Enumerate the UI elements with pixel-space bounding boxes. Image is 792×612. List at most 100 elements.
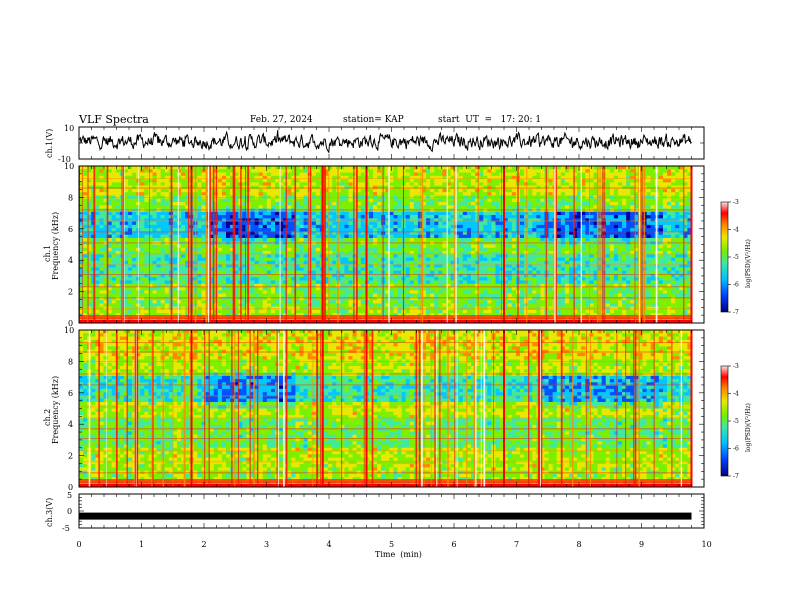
spectrogram-cell <box>128 306 133 311</box>
spectrogram-cell <box>123 201 129 206</box>
spectrogram-cell <box>279 182 284 186</box>
spectrogram-cell <box>446 264 451 268</box>
spectrogram-cell <box>340 303 345 307</box>
spectrogram-cell <box>352 169 357 173</box>
spectrogram-cell <box>287 218 292 222</box>
spectrogram-cell <box>348 300 353 304</box>
spectrogram-cell <box>148 273 153 278</box>
spectrogram-cell <box>160 267 166 271</box>
spectrogram-cell <box>413 192 419 196</box>
spectrogram-cell <box>291 283 296 288</box>
spectrogram-cell <box>348 254 353 258</box>
spectrogram-cell <box>397 257 402 262</box>
spectrogram-cell <box>79 254 84 258</box>
spectrogram-cell <box>103 309 108 314</box>
spectrogram-cell <box>242 182 247 186</box>
spectrogram-cell <box>123 228 129 232</box>
spectrogram-cell <box>136 296 141 301</box>
spectrogram-cell <box>266 313 272 317</box>
spectrogram-cell <box>217 198 223 203</box>
spectrogram-cell <box>446 192 451 196</box>
spectrogram-cell <box>475 283 480 288</box>
spectrogram-cell <box>450 251 455 255</box>
spectrogram-cell <box>181 264 186 268</box>
spectrogram-cell <box>266 303 272 307</box>
spectrogram-cell <box>368 175 374 180</box>
spectrogram-cell <box>295 218 300 222</box>
spectrogram-cell <box>450 185 455 190</box>
spectrogram-cell <box>417 231 423 235</box>
spectrogram-cell <box>99 237 104 242</box>
spectrogram-cell <box>123 224 129 229</box>
spectrogram-cell <box>352 237 357 242</box>
spectrogram-cell <box>332 201 337 206</box>
spectrogram-cell <box>360 179 366 183</box>
spectrogram-cell <box>434 188 439 193</box>
spectrogram-cell <box>348 188 353 193</box>
spectrogram-cell <box>454 234 460 239</box>
spectrogram-cell <box>242 211 247 216</box>
spectrogram-cell <box>377 300 382 304</box>
spectrogram-cell <box>413 264 419 268</box>
spectrogram-cell <box>177 247 182 252</box>
spectrogram-cell <box>409 201 415 206</box>
spectrogram-cell <box>389 267 394 271</box>
spectrogram-cell <box>385 264 390 268</box>
spectrogram-cell <box>128 175 133 180</box>
spectrogram-cell <box>205 254 210 258</box>
spectrogram-cell <box>450 172 455 177</box>
spectrogram-cell <box>258 277 264 281</box>
spectrogram-cell <box>279 244 284 249</box>
spectrogram-cell <box>226 172 231 177</box>
spectrogram-cell <box>181 166 186 170</box>
spectrogram-cell <box>250 224 255 229</box>
spectrogram-cell <box>144 264 149 268</box>
spectrogram-cell <box>332 185 337 190</box>
spectrogram-cell <box>438 179 443 183</box>
spectrogram-cell <box>242 244 247 249</box>
spectrogram-cell <box>226 313 231 317</box>
spectrogram-cell <box>352 264 357 268</box>
spectrogram-cell <box>177 198 182 203</box>
spectrogram-cell <box>99 306 104 311</box>
spectrogram-cell <box>250 300 255 304</box>
spectrogram-cell <box>377 309 382 314</box>
spectrogram-cell <box>201 231 206 235</box>
spectrogram-cell <box>283 313 288 317</box>
spectrogram-cell <box>230 179 235 183</box>
spectrogram-cell <box>279 185 284 190</box>
spectrogram-cell <box>144 221 149 226</box>
spectrogram-cell <box>397 296 402 301</box>
spectrogram-cell <box>373 188 378 193</box>
spectrogram-cell <box>393 254 398 258</box>
spectrogram-cell <box>177 300 182 304</box>
spectrogram-cell <box>205 264 210 268</box>
spectrogram-cell <box>270 182 276 186</box>
spectrogram-cell <box>258 192 264 196</box>
spectrogram-cell <box>471 244 476 249</box>
spectrogram-cell <box>462 270 468 275</box>
spectrogram-cell <box>209 300 215 304</box>
spectrogram-cell <box>405 290 411 294</box>
spectrogram-cell <box>156 172 161 177</box>
spectrogram-cell <box>430 267 435 271</box>
spectrogram-cell <box>156 218 161 222</box>
spectrogram-cell <box>266 247 272 252</box>
spectrogram-cell <box>328 293 333 298</box>
spectrogram-cell <box>132 300 137 304</box>
spectrogram-cell <box>340 287 345 291</box>
spectrogram-cell <box>422 188 427 193</box>
spectrogram-cell <box>87 251 92 255</box>
spectrogram-cell <box>389 270 394 275</box>
spectrogram-cell <box>123 303 129 307</box>
spectrogram-cell <box>373 273 378 278</box>
spectrogram-cell <box>368 218 374 222</box>
spectrogram-cell <box>209 251 215 255</box>
spectrogram-cell <box>303 273 308 278</box>
spectrogram-cell <box>221 215 227 219</box>
spectrogram-cell <box>205 287 210 291</box>
spectrogram-cell <box>177 270 182 275</box>
spectrogram-cell <box>242 264 247 268</box>
spectrogram-cell <box>107 234 112 239</box>
spectrogram-cell <box>144 166 149 170</box>
